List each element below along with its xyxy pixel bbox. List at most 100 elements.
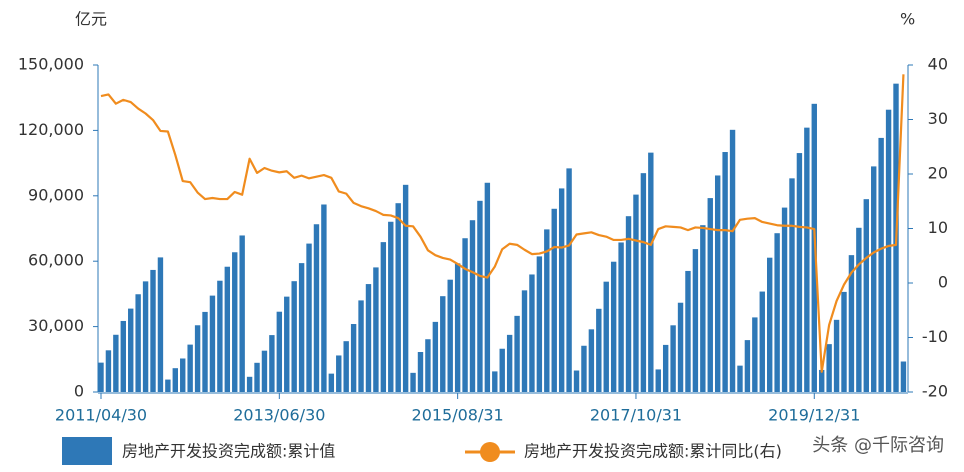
bar (291, 281, 297, 392)
bar (395, 203, 401, 392)
bar (767, 257, 773, 392)
bar (610, 261, 617, 392)
bar (440, 296, 446, 392)
y-tick-label: 90,000 (28, 185, 84, 204)
bar (239, 235, 245, 392)
bar (209, 295, 216, 392)
bar (388, 221, 394, 392)
bar (224, 266, 231, 392)
bar (833, 319, 840, 392)
bar (410, 372, 416, 392)
y-axis-label: 亿元 (75, 10, 107, 29)
bar (506, 334, 513, 392)
x-tick-label: 2019/12/31 (768, 406, 860, 425)
legend-swatch (62, 437, 112, 465)
bar (150, 269, 156, 392)
bar (447, 279, 453, 392)
bar (648, 152, 654, 392)
bar (900, 361, 907, 392)
bar (336, 355, 342, 392)
y2-axis-label: % (900, 10, 915, 29)
bar (729, 129, 736, 393)
y-tick-label: 30,000 (28, 316, 84, 335)
bar (796, 153, 803, 392)
bar (350, 324, 357, 392)
bar (752, 317, 758, 392)
bar (105, 350, 112, 392)
bar (692, 249, 699, 392)
bar (878, 137, 884, 392)
bar (848, 255, 855, 392)
watermark: 头条 @千际咨询 (812, 435, 944, 456)
bar (529, 274, 535, 392)
x-tick-label: 2017/10/31 (590, 406, 682, 425)
bar (462, 238, 468, 392)
bar (135, 294, 141, 392)
bar (157, 257, 164, 392)
bar (180, 358, 186, 392)
bar (707, 198, 713, 392)
bar (885, 109, 892, 392)
x-tick-label: 2015/08/31 (412, 406, 504, 425)
bar (454, 263, 461, 392)
bar (722, 152, 728, 392)
bar (402, 184, 409, 392)
y2-tick-label: -10 (922, 327, 948, 346)
y-tick-label: 120,000 (18, 120, 84, 139)
y2-tick-label: 10 (928, 218, 948, 237)
bar (165, 379, 171, 392)
bar (499, 348, 505, 392)
bar (254, 362, 260, 392)
bar (737, 365, 743, 392)
bar (261, 350, 268, 392)
bar (856, 227, 862, 392)
bar (202, 311, 208, 392)
bar (789, 178, 795, 392)
bar (217, 280, 223, 392)
bar (484, 182, 491, 392)
bar (677, 302, 684, 392)
y2-tick-label: 30 (928, 109, 948, 128)
bar (781, 207, 788, 392)
bar (662, 344, 669, 392)
bar (142, 281, 149, 392)
bar (603, 281, 609, 392)
bar (640, 173, 647, 392)
bar (113, 334, 119, 392)
bar (358, 300, 364, 392)
bar (551, 208, 557, 392)
bar (759, 291, 765, 392)
bar (269, 335, 275, 392)
bar (246, 376, 253, 392)
bar (536, 256, 543, 392)
bar (655, 369, 661, 392)
y2-tick-label: 20 (928, 164, 948, 183)
y-tick-label: 0 (74, 382, 84, 401)
bar (313, 224, 320, 392)
bar (194, 325, 201, 392)
bar (633, 194, 639, 392)
bar (514, 315, 520, 392)
bar (276, 311, 283, 392)
bar (187, 344, 193, 392)
bar (826, 344, 832, 392)
bar (566, 168, 572, 392)
legend-label: 房地产开发投资完成额:累计值 (122, 442, 335, 461)
line (100, 74, 905, 373)
bar (298, 263, 305, 392)
legend-label: 房地产开发投资完成额:累计同比(右) (524, 442, 782, 461)
legend-swatch (480, 442, 500, 462)
bar (618, 242, 624, 392)
bar (120, 320, 126, 392)
bar (98, 362, 104, 392)
bar (477, 200, 483, 392)
bar (714, 175, 721, 392)
bar (284, 296, 290, 392)
x-tick-label: 2011/04/30 (55, 406, 147, 425)
bar (128, 308, 134, 392)
bar (172, 368, 178, 392)
bar (700, 225, 706, 392)
bar (670, 325, 676, 392)
